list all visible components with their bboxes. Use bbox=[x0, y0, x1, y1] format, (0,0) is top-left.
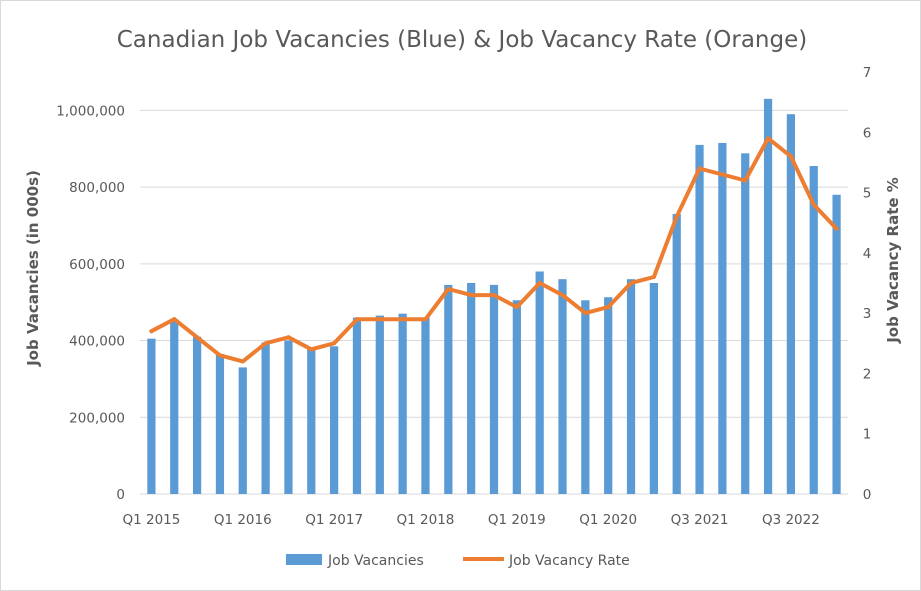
y-tick-label: 400,000 bbox=[69, 334, 125, 350]
bar-job-vacancies bbox=[284, 340, 293, 494]
bar-job-vacancies bbox=[467, 283, 476, 494]
x-tick-label: Q3 2021 bbox=[671, 512, 729, 528]
bar-job-vacancies bbox=[375, 315, 384, 494]
bar-job-vacancies bbox=[718, 142, 727, 495]
y2-tick-label: 2 bbox=[863, 366, 872, 382]
y2-tick-label: 7 bbox=[863, 65, 872, 81]
point-job-vacancy-rate bbox=[492, 293, 496, 298]
point-job-vacancy-rate bbox=[697, 166, 702, 171]
legend: Job Vacancies Job Vacancy Rate bbox=[286, 553, 630, 569]
point-job-vacancy-rate bbox=[811, 202, 816, 207]
x-tick-label: Q1 2015 bbox=[122, 512, 180, 528]
point-job-vacancy-rate bbox=[674, 214, 679, 219]
point-job-vacancy-rate bbox=[446, 287, 451, 292]
point-job-vacancy-rate bbox=[606, 305, 611, 310]
point-job-vacancy-rate bbox=[560, 293, 565, 298]
legend-label-job-vacancies: Job Vacancies bbox=[327, 553, 424, 569]
x-tick-label: Q1 2017 bbox=[305, 512, 363, 528]
y-tick-label: 600,000 bbox=[69, 257, 125, 273]
y-tick-label: 1,000,000 bbox=[56, 103, 125, 119]
point-job-vacancy-rate bbox=[469, 293, 474, 298]
x-tick-label: Q3 2022 bbox=[762, 512, 820, 528]
bar-job-vacancies bbox=[832, 194, 841, 494]
y2-tick-label: 4 bbox=[863, 246, 872, 262]
y-axis-left-ticks: 0 200,000 400,000 600,000 800,000 1,000,000 bbox=[56, 103, 125, 503]
bar-job-vacancies bbox=[261, 342, 270, 494]
bar-job-vacancies bbox=[192, 336, 202, 494]
y-axis-right-ticks: 0 1 2 3 4 5 6 7 bbox=[863, 65, 872, 503]
y2-tick-label: 0 bbox=[863, 487, 872, 503]
chart-title: Canadian Job Vacancies (Blue) & Job Vaca… bbox=[117, 27, 807, 53]
bar-job-vacancies bbox=[215, 353, 225, 494]
point-job-vacancy-rate bbox=[423, 317, 428, 322]
bar-series-job-vacancies bbox=[147, 98, 841, 495]
point-job-vacancy-rate bbox=[537, 281, 542, 285]
y-tick-label: 800,000 bbox=[69, 180, 125, 196]
y-axis-left-title: Job Vacancies (in 000s) bbox=[24, 170, 42, 367]
legend-swatch-job-vacancies bbox=[286, 554, 322, 565]
point-job-vacancy-rate bbox=[172, 317, 177, 322]
y-tick-label: 200,000 bbox=[69, 410, 125, 426]
x-axis-ticks: Q1 2015 Q1 2016 Q1 2017 Q1 2018 Q1 2019 Q1 20… bbox=[122, 512, 819, 528]
point-job-vacancy-rate bbox=[263, 341, 268, 346]
bar-job-vacancies bbox=[330, 346, 339, 494]
bar-job-vacancies bbox=[307, 348, 316, 494]
point-job-vacancy-rate bbox=[583, 311, 588, 316]
point-job-vacancy-rate bbox=[400, 317, 405, 322]
point-job-vacancy-rate bbox=[743, 178, 748, 183]
bar-job-vacancies bbox=[809, 165, 818, 494]
x-tick-label: Q1 2016 bbox=[214, 512, 272, 528]
point-job-vacancy-rate bbox=[217, 353, 222, 358]
bar-job-vacancies bbox=[147, 338, 156, 494]
point-job-vacancy-rate bbox=[332, 341, 337, 346]
point-job-vacancy-rate bbox=[149, 329, 154, 334]
y2-tick-label: 3 bbox=[863, 306, 872, 322]
bar-job-vacancies bbox=[489, 284, 499, 494]
y2-tick-label: 5 bbox=[863, 186, 872, 202]
y-axis-right-title: Job Vacancy Rate % bbox=[884, 177, 902, 344]
point-job-vacancy-rate bbox=[651, 274, 656, 279]
y-tick-label: 0 bbox=[116, 487, 125, 503]
x-tick-label: Q1 2019 bbox=[488, 512, 546, 528]
line-series-job-vacancy-rate bbox=[149, 136, 839, 364]
bar-job-vacancies bbox=[238, 367, 247, 494]
point-job-vacancy-rate bbox=[195, 335, 200, 340]
bar-job-vacancies bbox=[604, 297, 613, 494]
bar-job-vacancies bbox=[581, 300, 590, 494]
point-job-vacancy-rate bbox=[309, 347, 314, 352]
point-job-vacancy-rate bbox=[514, 305, 519, 310]
point-job-vacancy-rate bbox=[240, 359, 245, 364]
bar-job-vacancies bbox=[672, 213, 681, 495]
x-tick-label: Q1 2020 bbox=[579, 512, 637, 528]
bar-job-vacancies bbox=[352, 317, 362, 494]
y2-tick-label: 6 bbox=[863, 125, 872, 141]
point-job-vacancy-rate bbox=[629, 281, 634, 285]
bar-job-vacancies bbox=[626, 279, 636, 494]
bar-job-vacancies bbox=[695, 144, 704, 494]
bar-job-vacancies bbox=[512, 300, 521, 494]
bar-job-vacancies bbox=[535, 271, 544, 494]
gridlines bbox=[140, 109, 848, 495]
legend-label-job-vacancy-rate: Job Vacancy Rate bbox=[508, 553, 630, 569]
point-job-vacancy-rate bbox=[834, 226, 839, 231]
x-tick-label: Q1 2018 bbox=[397, 512, 455, 528]
point-job-vacancy-rate bbox=[377, 317, 382, 322]
point-job-vacancy-rate bbox=[354, 317, 359, 322]
bar-job-vacancies bbox=[558, 279, 567, 494]
bar-job-vacancies bbox=[763, 98, 773, 494]
point-job-vacancy-rate bbox=[766, 136, 771, 141]
bar-job-vacancies bbox=[398, 313, 407, 494]
bar-job-vacancies bbox=[421, 317, 430, 494]
point-job-vacancy-rate bbox=[720, 172, 725, 177]
point-job-vacancy-rate bbox=[286, 335, 291, 340]
bar-job-vacancies bbox=[741, 153, 750, 494]
point-job-vacancy-rate bbox=[788, 154, 793, 159]
bar-job-vacancies bbox=[649, 283, 658, 494]
y2-tick-label: 1 bbox=[863, 427, 872, 443]
bar-job-vacancies bbox=[444, 284, 453, 494]
bar-job-vacancies bbox=[786, 114, 796, 494]
bar-job-vacancies bbox=[170, 319, 179, 494]
